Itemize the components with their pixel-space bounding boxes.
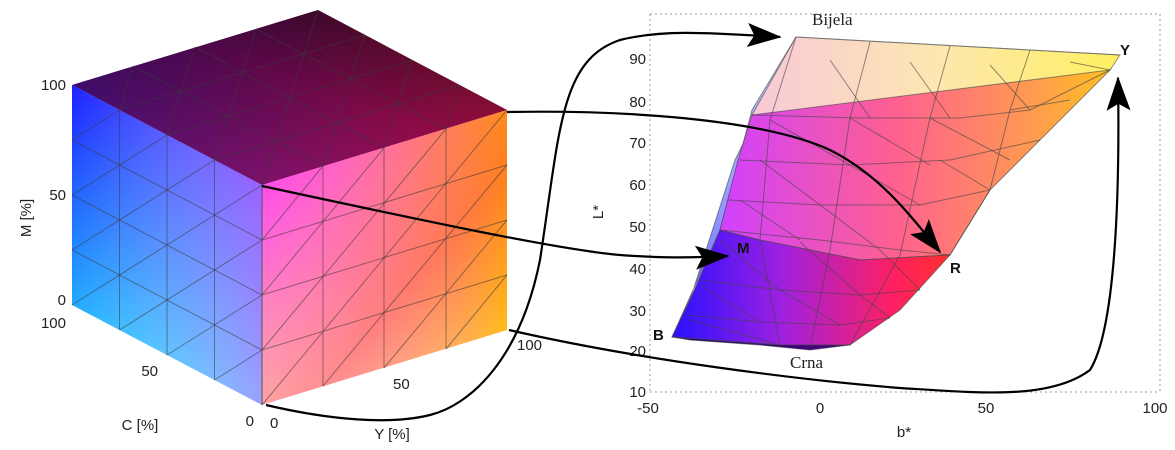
cube-mesh: [71, 9, 508, 406]
c-tick-100: 100: [41, 315, 66, 332]
y-tick-100: 100: [517, 337, 542, 354]
svg-text:70: 70: [629, 135, 646, 152]
l-axis-ticks: 10 20 30 40 50 60 70 80 90: [629, 51, 646, 401]
c-tick-0: 0: [246, 413, 254, 430]
y-tick-0: 0: [270, 415, 278, 432]
l-axis-label: L*: [590, 205, 607, 219]
y-axis-label: Y [%]: [374, 426, 410, 443]
plot-frame: [649, 13, 1161, 393]
label-magenta: M: [737, 240, 750, 257]
svg-text:0: 0: [816, 400, 824, 417]
c-axis-label: C [%]: [122, 417, 159, 434]
cmy-cube: 100 50 0 M [%] 100 50 0 C [%] 0 50 100 Y…: [18, 9, 542, 443]
arrow-red: [506, 110, 942, 254]
svg-text:50: 50: [978, 400, 995, 417]
m-tick-0: 0: [58, 292, 66, 309]
svg-text:100: 100: [1142, 400, 1167, 417]
b-axis-label: b*: [897, 424, 911, 441]
svg-text:60: 60: [629, 177, 646, 194]
gamut-surface: [671, 36, 1121, 351]
label-white: Bijela: [812, 10, 853, 29]
svg-text:-50: -50: [637, 400, 659, 417]
svg-text:30: 30: [629, 303, 646, 320]
m-tick-50: 50: [49, 187, 66, 204]
arrow-magenta: [261, 184, 730, 270]
b-axis-ticks: -50 0 50 100: [637, 400, 1167, 417]
label-black: Crna: [790, 353, 824, 372]
label-yellow: Y: [1120, 42, 1130, 59]
svg-text:10: 10: [629, 384, 646, 401]
label-red: R: [950, 260, 961, 277]
arrow-white: [265, 22, 782, 422]
svg-text:80: 80: [629, 94, 646, 111]
m-tick-100: 100: [41, 77, 66, 94]
svg-text:90: 90: [629, 51, 646, 68]
c-tick-50: 50: [141, 363, 158, 380]
svg-text:20: 20: [629, 343, 646, 360]
m-axis-label: M [%]: [18, 199, 35, 237]
label-blue: B: [653, 327, 664, 344]
arrow-yellow: [508, 76, 1131, 394]
mapping-arrows: [261, 22, 1131, 422]
svg-text:50: 50: [629, 219, 646, 236]
svg-text:40: 40: [629, 261, 646, 278]
y-tick-50: 50: [393, 376, 410, 393]
lab-plot: 10 20 30 40 50 60 70 80 90 L* -50 0 50 1…: [590, 10, 1168, 441]
